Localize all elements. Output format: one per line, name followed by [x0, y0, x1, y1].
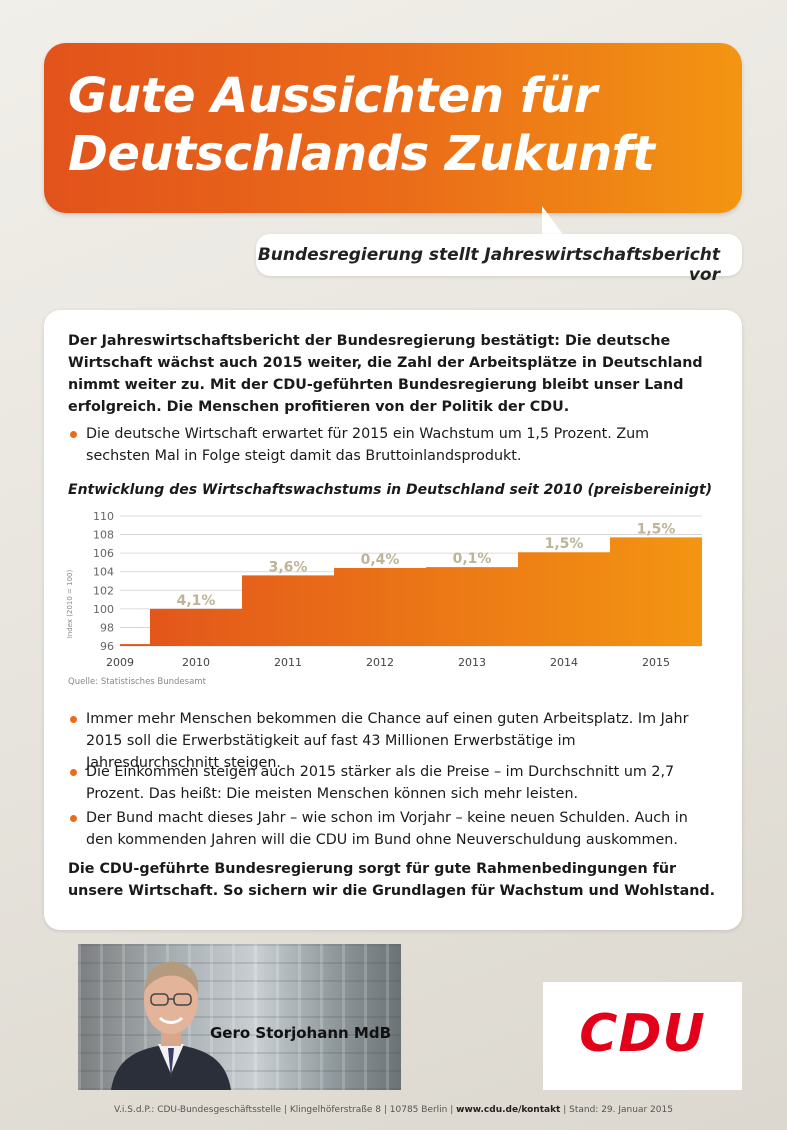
x-tick-label: 2011	[274, 656, 302, 669]
y-tick-label: 104	[93, 566, 114, 579]
x-tick-label: 2012	[366, 656, 394, 669]
footer-prefix: V.i.S.d.P.: CDU-Bundesgeschäftsstelle | …	[114, 1105, 457, 1115]
bullet-item: Der Bund macht dieses Jahr – wie schon i…	[68, 807, 708, 851]
title-line-2: Deutschlands Zukunft	[68, 126, 655, 182]
growth-area	[120, 537, 702, 646]
x-tick-label: 2015	[642, 656, 670, 669]
bullet-text: Der Bund macht dieses Jahr – wie schon i…	[86, 810, 688, 848]
x-tick-label: 2013	[458, 656, 486, 669]
y-tick-label: 102	[93, 584, 114, 597]
bullet-item: Die Einkommen steigen auch 2015 stärker …	[68, 761, 708, 805]
y-tick-label: 98	[100, 621, 114, 634]
growth-label: 3,6%	[269, 559, 308, 575]
y-tick-label: 110	[93, 510, 114, 523]
y-tick-label: 108	[93, 529, 114, 542]
y-axis-label: Index (2010 = 100)	[66, 570, 74, 639]
bullet-item: Immer mehr Menschen bekommen die Chance …	[68, 708, 708, 774]
growth-label: 4,1%	[177, 593, 216, 609]
chart-title: Entwicklung des Wirtschaftswachstums in …	[68, 482, 713, 498]
chart-area	[120, 537, 702, 646]
title-line-1: Gute Aussichten für	[68, 68, 597, 124]
bullet-text: Immer mehr Menschen bekommen die Chance …	[86, 711, 689, 771]
growth-chart: Index (2010 = 100) 96 98 100 102 104 106 108 11…	[66, 510, 702, 669]
growth-label: 1,5%	[545, 536, 584, 552]
x-tick-label: 2009	[106, 656, 134, 669]
imprint-footer: V.i.S.d.P.: CDU-Bundesgeschäftsstelle | …	[0, 1105, 787, 1115]
logo-text: CDU	[579, 1004, 706, 1064]
y-tick-label: 106	[93, 547, 114, 560]
growth-label: 1,5%	[637, 521, 676, 537]
portrait-figure	[111, 961, 231, 1090]
subtitle-box: Bundesregierung stellt Jahreswirtschafts…	[256, 234, 742, 285]
chart-growth-labels: 4,1% 3,6% 0,4% 0,1% 1,5% 1,5%	[177, 521, 676, 609]
growth-label: 0,1%	[453, 551, 492, 567]
cdu-logo: CDU	[543, 982, 742, 1090]
bullet-dot-icon	[70, 815, 77, 822]
subtitle: Bundesregierung stellt Jahreswirtschafts…	[257, 245, 720, 285]
content-card: Der Jahreswirtschaftsbericht der Bundesr…	[44, 310, 742, 930]
intro-text: Der Jahreswirtschaftsbericht der Bundesr…	[68, 333, 703, 415]
bullet-dot-icon	[70, 431, 77, 438]
headline-banner: Gute Aussichten für Deutschlands Zukunft	[44, 43, 742, 213]
x-tick-label: 2010	[182, 656, 210, 669]
footer-suffix: | Stand: 29. Januar 2015	[560, 1105, 673, 1115]
bullet-dot-icon	[70, 769, 77, 776]
speech-bubble-tip	[542, 206, 564, 236]
x-tick-label: 2014	[550, 656, 578, 669]
chart-source: Quelle: Statistisches Bundesamt	[68, 677, 206, 687]
page-title: Gute Aussichten für Deutschlands Zukunft	[68, 67, 726, 183]
person-name: Gero Storjohann MdB	[210, 1024, 392, 1042]
chart-x-axis: 2009 2010 2011 2012 2013 2014 2015	[106, 656, 670, 669]
bullet-text: Die Einkommen steigen auch 2015 stärker …	[86, 764, 675, 802]
y-tick-label: 100	[93, 603, 114, 616]
growth-label: 0,4%	[361, 552, 400, 568]
portrait-photo: Gero Storjohann MdB	[78, 944, 401, 1090]
bullet-text: Die deutsche Wirtschaft erwartet für 201…	[86, 426, 650, 464]
bullet-dot-icon	[70, 716, 77, 723]
bullet-item: Die deutsche Wirtschaft erwartet für 201…	[68, 423, 708, 467]
contact-link[interactable]: www.cdu.de/kontakt	[456, 1105, 561, 1115]
closing-text: Die CDU-geführte Bundesregierung sorgt f…	[68, 861, 716, 899]
y-tick-label: 96	[100, 640, 114, 653]
